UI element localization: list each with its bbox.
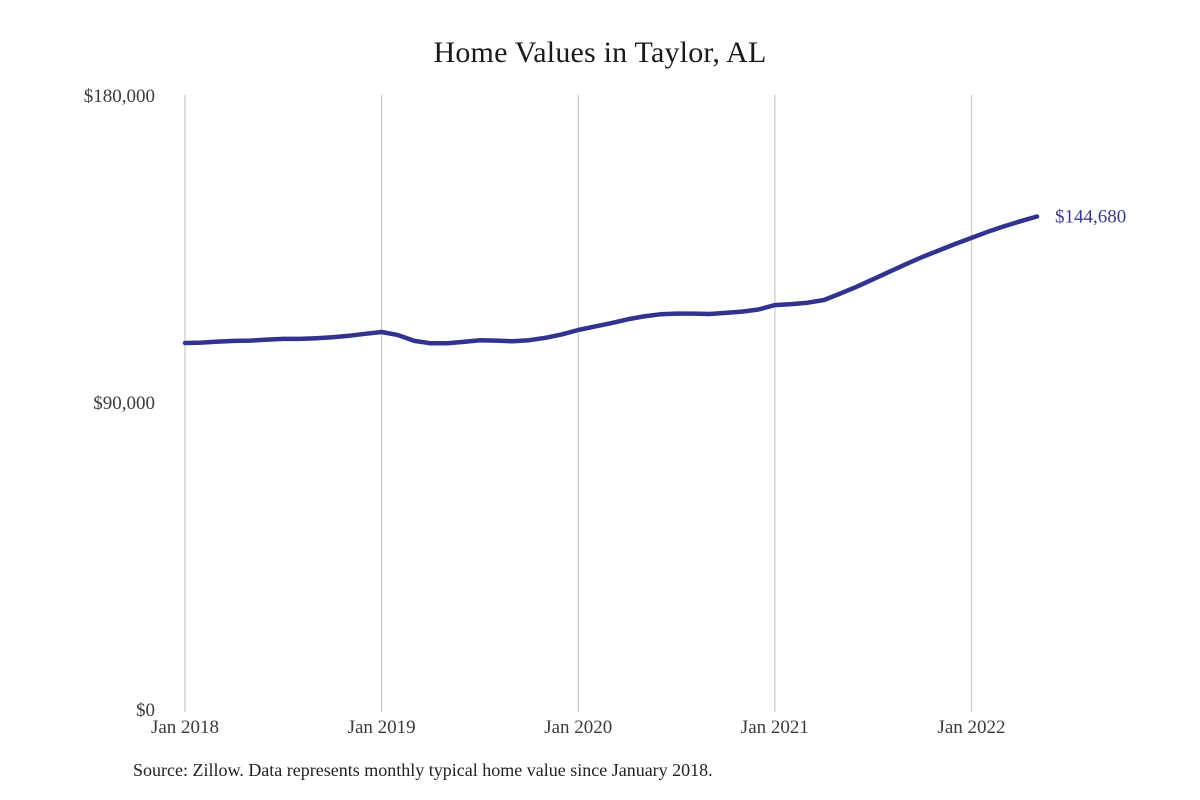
chart-title: Home Values in Taylor, AL: [433, 36, 767, 69]
y-axis-tick-label: $0: [136, 700, 155, 721]
x-axis-tick-label: Jan 2019: [348, 717, 416, 738]
x-axis-tick-label: Jan 2021: [741, 717, 809, 738]
home-value-series-line: [182, 214, 1040, 346]
source-note: Source: Zillow. Data represents monthly …: [133, 760, 713, 780]
x-axis-tick-label: Jan 2020: [544, 717, 612, 738]
y-axis-tick-label: $180,000: [84, 86, 155, 107]
x-axis-tick-label: Jan 2018: [151, 717, 219, 738]
y-axis-tick-label: $90,000: [93, 393, 155, 414]
series-end-value-label: $144,680: [1055, 206, 1126, 227]
x-axis-tick-label: Jan 2022: [937, 717, 1005, 738]
